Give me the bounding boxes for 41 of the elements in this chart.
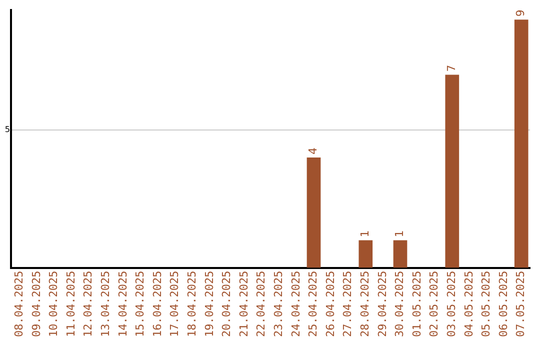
x-tick-label: 25.04.2025 [306, 270, 320, 338]
x-tick-label: 08.04.2025 [12, 270, 26, 338]
x-tick-label: 13.04.2025 [99, 270, 112, 338]
bar [445, 74, 460, 268]
bar [306, 157, 321, 268]
x-tick-label: 15.04.2025 [134, 270, 147, 338]
data-label: 9 [514, 10, 528, 17]
x-tick-label: 22.04.2025 [254, 270, 268, 338]
x-tick-label: 11.04.2025 [64, 270, 78, 338]
bar [393, 240, 408, 268]
x-tick-label: 10.04.2025 [47, 270, 60, 338]
x-tick-label: 09.04.2025 [30, 270, 43, 338]
x-tick-label: 03.05.2025 [445, 270, 458, 338]
x-tick-label: 28.04.2025 [358, 270, 372, 338]
x-tick-label: 14.04.2025 [116, 270, 130, 338]
data-label: 1 [358, 230, 372, 238]
data-label: 4 [306, 147, 320, 154]
x-tick-label: 29.04.2025 [376, 270, 389, 338]
y-tick-label: 5 [4, 125, 10, 134]
x-tick-label: 23.04.2025 [272, 270, 286, 338]
x-tick-label: 18.04.2025 [186, 270, 199, 338]
x-tick-label: 19.04.2025 [202, 270, 216, 338]
x-tick-label: 12.04.2025 [82, 270, 95, 338]
x-tick-label: 01.05.2025 [410, 270, 424, 338]
x-tick-label: 05.05.2025 [480, 270, 493, 338]
x-tick-label: 26.04.2025 [324, 270, 337, 338]
x-tick-label: 07.05.2025 [514, 270, 528, 338]
x-tick-label: 17.04.2025 [168, 270, 182, 338]
x-tick-label: 04.05.2025 [462, 270, 476, 338]
x-tick-label: 27.04.2025 [341, 270, 354, 338]
x-tick-label: 30.04.2025 [393, 270, 406, 338]
x-tick-label: 16.04.2025 [150, 270, 164, 338]
data-label: 1 [393, 230, 406, 238]
x-tick-label: 02.05.2025 [428, 270, 441, 338]
data-label: 7 [445, 64, 458, 72]
x-tick-label: 20.04.2025 [220, 270, 234, 338]
bar [358, 240, 373, 268]
x-tick-label: 24.04.2025 [289, 270, 302, 338]
x-tick-label: 21.04.2025 [237, 270, 250, 338]
x-tick-label: 06.05.2025 [496, 270, 510, 338]
bar [514, 20, 528, 268]
